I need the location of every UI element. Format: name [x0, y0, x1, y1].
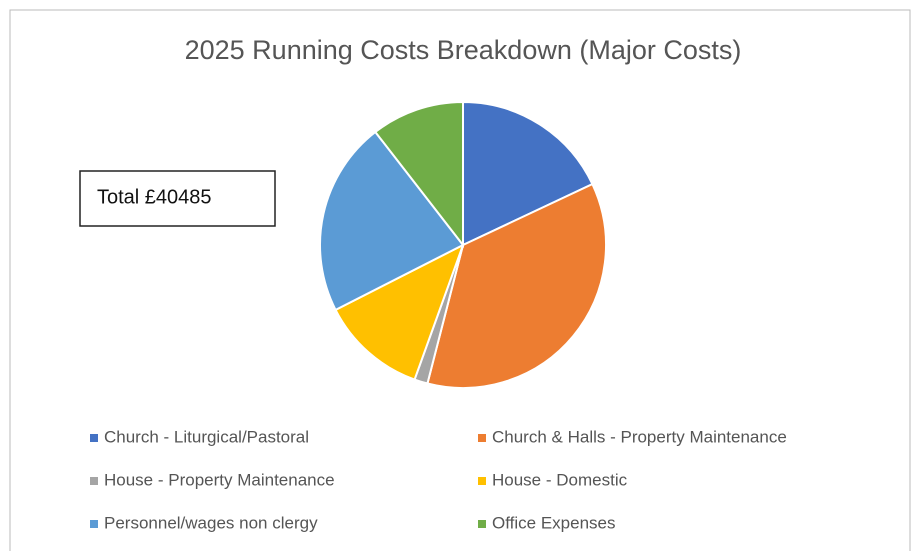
legend-swatch: [478, 520, 486, 528]
legend-label: Personnel/wages non clergy: [104, 513, 318, 532]
total-box: [79, 170, 276, 227]
total-annotation: Total £40485: [97, 186, 212, 208]
pie-slice: [334, 242, 465, 381]
legend-label: Church & Halls - Property Maintenance: [492, 427, 787, 446]
legend-label: House - Property Maintenance: [104, 470, 335, 489]
pie-slice: [373, 100, 464, 248]
legend-swatch: [90, 434, 98, 442]
legend-swatch: [90, 520, 98, 528]
pie-slice: [462, 100, 594, 247]
pie-slice: [426, 182, 607, 389]
legend-label: House - Domestic: [492, 470, 628, 489]
pie-slice: [319, 130, 465, 312]
legend-swatch: [90, 477, 98, 485]
legend-swatch: [478, 434, 486, 442]
legend-label: Church - Liturgical/Pastoral: [104, 427, 309, 446]
legend-label: Office Expenses: [492, 513, 615, 532]
chart-title: 2025 Running Costs Breakdown (Major Cost…: [185, 35, 742, 65]
legend-swatch: [478, 477, 486, 485]
